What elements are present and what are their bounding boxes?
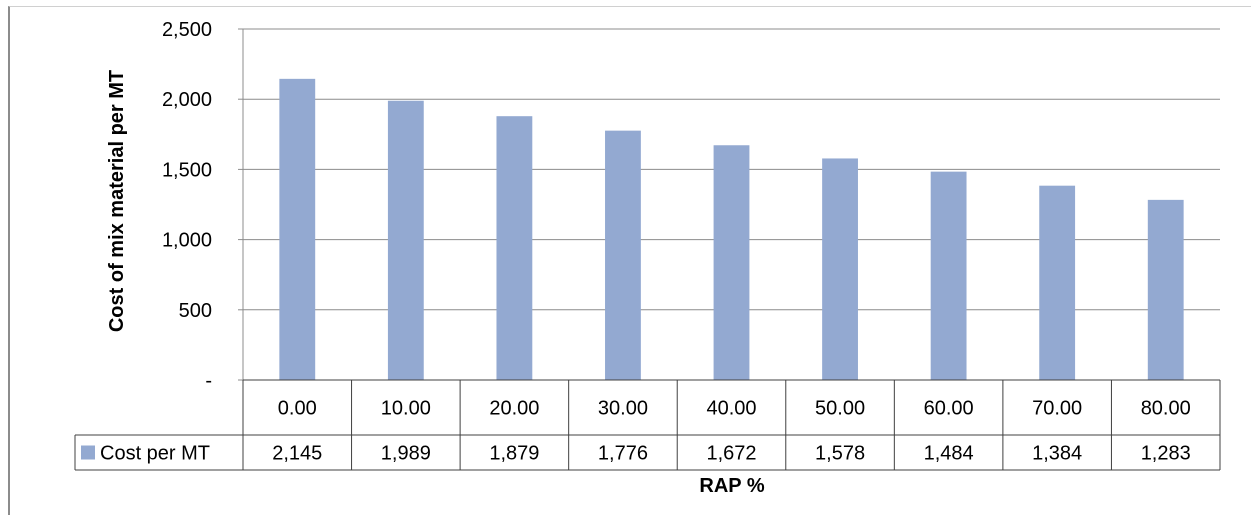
chart-frame [8, 6, 1251, 515]
data-label: 1,989 [381, 443, 431, 465]
y-tick-label: 2,000 [162, 89, 212, 111]
x-tick-label: 10.00 [381, 398, 431, 420]
x-tick-label: 30.00 [598, 398, 648, 420]
y-tick-label: 500 [179, 300, 212, 322]
data-label: 1,578 [815, 443, 865, 465]
bar [1039, 185, 1076, 380]
data-table: 0.00 2,145 10.00 1,989 20.00 1,879 30.00 1,776 4… [74, 379, 1221, 471]
data-label: 1,879 [489, 443, 539, 465]
bar [930, 171, 967, 380]
y-tick-labels: - 500 1,000 1,500 2,000 2,500 [162, 19, 212, 392]
x-tick-label: 80.00 [1141, 398, 1191, 420]
bar [822, 158, 858, 380]
data-label: 1,384 [1032, 443, 1082, 465]
data-label: 1,484 [924, 443, 974, 465]
y-axis-title: Cost of mix material per MT [106, 70, 128, 332]
data-label: 1,283 [1141, 443, 1191, 465]
data-label: 1,672 [706, 443, 756, 465]
y-tick-label: 1,000 [162, 230, 212, 252]
data-label: 1,776 [598, 443, 648, 465]
x-axis-title: RAP % [699, 475, 764, 497]
y-tick-label: 2,500 [162, 19, 212, 41]
bars [279, 78, 1184, 381]
bar [713, 145, 750, 380]
bar [1147, 199, 1184, 380]
legend-swatch [81, 445, 95, 460]
bar [279, 78, 316, 380]
bar [387, 100, 424, 381]
y-tick-label: - [205, 370, 212, 392]
bar [496, 116, 533, 380]
x-tick-label: 60.00 [924, 398, 974, 420]
legend-label: Cost per MT [100, 443, 210, 465]
y-tick-label: 1,500 [162, 159, 212, 181]
x-tick-label: 70.00 [1032, 398, 1082, 420]
bar [605, 130, 641, 380]
x-tick-label: 40.00 [706, 398, 756, 420]
x-tick-label: 20.00 [489, 398, 539, 420]
data-label: 2,145 [272, 443, 322, 465]
x-tick-label: 50.00 [815, 398, 865, 420]
x-tick-label: 0.00 [278, 398, 317, 420]
